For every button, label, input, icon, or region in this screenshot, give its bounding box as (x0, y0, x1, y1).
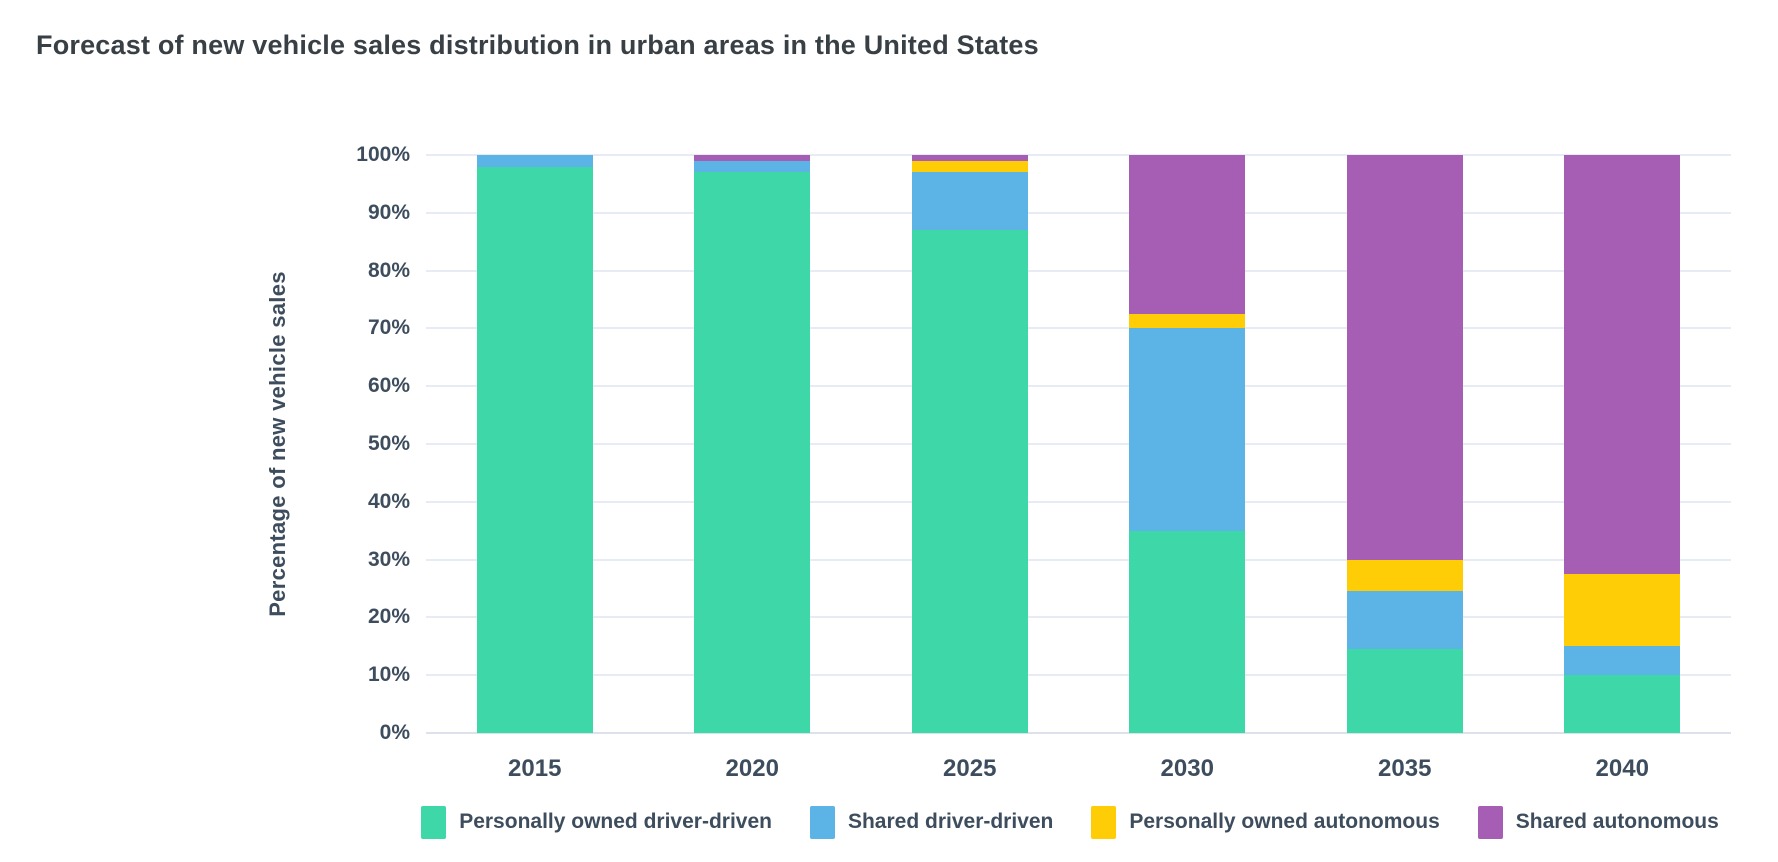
bar-segment (1129, 328, 1246, 531)
x-tick-label: 2040 (1595, 755, 1649, 782)
gridline (426, 500, 1731, 503)
y-tick-label: 0% (379, 721, 410, 744)
bar-segment (1564, 675, 1681, 733)
bar-segment (1129, 530, 1246, 733)
bar-segment (476, 155, 593, 167)
legend-swatch (809, 805, 835, 839)
legend-label: Personally owned autonomous (1129, 810, 1440, 833)
legend-item: Shared autonomous (1477, 805, 1719, 839)
bar-2025 (911, 155, 1028, 733)
y-tick-label: 10% (367, 663, 410, 687)
bar-segment (911, 172, 1028, 231)
legend-label: Personally owned driver-driven (459, 810, 772, 833)
gridline (426, 385, 1731, 388)
y-tick-label: 70% (367, 316, 410, 340)
legend-label: Shared driver-driven (847, 810, 1054, 833)
gridline (426, 616, 1731, 619)
plot-area (426, 154, 1731, 734)
bar-segment (694, 155, 811, 161)
y-tick-label: 90% (367, 200, 410, 224)
legend-item: Personally owned autonomous (1091, 805, 1440, 839)
bar-segment (911, 230, 1028, 733)
bar-segment (911, 160, 1028, 173)
y-tick-label: 40% (367, 489, 410, 513)
bar-segment (911, 155, 1028, 161)
bar-segment (1564, 646, 1681, 676)
bar-segment (1346, 559, 1463, 592)
gridline (426, 327, 1731, 330)
y-axis-title: Percentage of new vehicle sales (265, 271, 290, 617)
bar-2030 (1129, 155, 1246, 733)
x-tick-label: 2015 (508, 755, 562, 782)
bar-segment (1129, 313, 1246, 329)
gridline (426, 211, 1731, 214)
bar-segment (694, 172, 811, 733)
bar-2020 (694, 155, 811, 733)
legend-item: Personally owned driver-driven (421, 805, 772, 839)
legend-swatch (1091, 805, 1117, 839)
gridline (426, 154, 1731, 156)
bar-segment (694, 160, 811, 173)
bar-segment (1346, 155, 1463, 560)
bar-segment (1346, 591, 1463, 650)
gridline (426, 443, 1731, 445)
gridline (426, 558, 1731, 561)
gridline (426, 269, 1731, 272)
y-tick-label: 100% (356, 143, 410, 166)
y-tick-label: 80% (367, 258, 410, 282)
legend-item: Shared driver-driven (809, 805, 1054, 839)
y-tick-label: 50% (367, 432, 410, 455)
legend: Personally owned driver-driven Shared dri… (400, 800, 1740, 844)
bar-2040 (1564, 155, 1681, 733)
legend-swatch (1477, 805, 1503, 839)
bar-2015 (476, 155, 593, 733)
x-tick-label: 2025 (943, 755, 997, 782)
x-tick-label: 2030 (1160, 755, 1214, 782)
x-tick-label: 2020 (725, 755, 779, 782)
legend-swatch (421, 805, 447, 839)
bar-segment (1346, 649, 1463, 733)
chart-title: Forecast of new vehicle sales distributi… (36, 30, 1039, 60)
y-tick-label: 20% (367, 605, 410, 629)
y-tick-label: 60% (367, 374, 410, 398)
bar-2035 (1346, 155, 1463, 733)
gridline (426, 674, 1731, 677)
bar-segment (1564, 155, 1681, 575)
x-tick-label: 2035 (1378, 755, 1432, 782)
legend-label: Shared autonomous (1515, 810, 1719, 833)
bar-segment (1129, 155, 1246, 314)
bar-segment (476, 166, 593, 733)
y-tick-label: 30% (367, 547, 410, 571)
bar-segment (1564, 574, 1681, 647)
gridline (426, 732, 1731, 734)
